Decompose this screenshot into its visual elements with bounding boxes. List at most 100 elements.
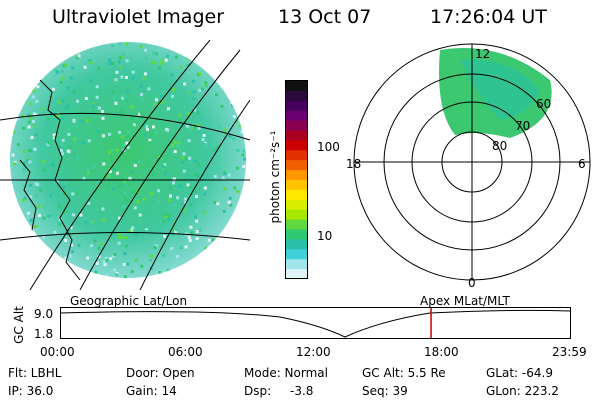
image-pixel (16, 117, 20, 121)
image-pixel (188, 239, 192, 242)
image-pixel (189, 225, 193, 229)
image-pixel (131, 169, 134, 173)
image-pixel (60, 142, 64, 146)
image-pixel (118, 130, 121, 134)
image-pixel (142, 123, 146, 127)
image-pixel (97, 106, 101, 110)
image-pixel (193, 108, 197, 112)
image-pixel (163, 163, 167, 166)
image-pixel (38, 213, 41, 217)
image-pixel (226, 275, 230, 278)
image-pixel (44, 42, 48, 44)
image-pixel (4, 230, 7, 233)
image-pixel (1, 90, 4, 93)
image-pixel (22, 58, 26, 62)
image-pixel (86, 168, 90, 172)
image-pixel (108, 280, 111, 283)
image-pixel (182, 222, 186, 226)
image-pixel (31, 54, 35, 58)
image-pixel (5, 282, 8, 285)
image-pixel (213, 257, 217, 261)
image-pixel (170, 46, 174, 50)
image-pixel (118, 42, 122, 46)
image-pixel (120, 135, 124, 139)
image-pixel (27, 125, 31, 129)
image-pixel (73, 137, 77, 141)
image-pixel (159, 62, 163, 66)
image-pixel (115, 148, 119, 152)
image-pixel (176, 255, 180, 258)
image-pixel (177, 141, 181, 145)
image-pixel (41, 47, 45, 51)
image-pixel (174, 281, 177, 284)
image-pixel (122, 143, 126, 147)
image-pixel (102, 70, 106, 74)
image-pixel (24, 231, 28, 235)
image-pixel (236, 166, 239, 170)
image-pixel (115, 273, 119, 277)
image-pixel (81, 46, 85, 50)
image-pixel (111, 284, 114, 287)
image-pixel (204, 81, 208, 85)
image-pixel (29, 149, 33, 153)
image-pixel (92, 104, 96, 108)
image-pixel (212, 61, 216, 65)
image-pixel (90, 220, 94, 224)
image-pixel (10, 48, 13, 52)
image-pixel (201, 138, 205, 142)
image-pixel (187, 91, 190, 95)
image-pixel (66, 42, 70, 44)
image-pixel (60, 152, 64, 156)
image-pixel (32, 259, 36, 263)
image-pixel (239, 60, 243, 64)
image-pixel (245, 76, 246, 80)
image-pixel (154, 244, 158, 248)
image-pixel (210, 263, 214, 267)
image-pixel (112, 277, 116, 278)
image-pixel (112, 187, 116, 191)
info-dsp-value: -3.8 (290, 384, 314, 398)
image-pixel (76, 191, 80, 195)
image-pixel (61, 116, 65, 120)
image-pixel (233, 98, 237, 102)
image-pixel (213, 201, 217, 204)
image-pixel (191, 266, 194, 270)
image-pixel (198, 88, 202, 92)
image-pixel (26, 70, 30, 74)
image-pixel (75, 56, 79, 60)
image-pixel (28, 183, 32, 187)
image-pixel (31, 219, 35, 223)
image-pixel (215, 93, 218, 97)
image-pixel (150, 254, 153, 258)
image-pixel (29, 102, 33, 106)
image-pixel (41, 235, 45, 239)
image-pixel (228, 196, 232, 200)
image-pixel (139, 45, 143, 48)
image-pixel (126, 89, 130, 93)
image-pixel (164, 58, 168, 62)
image-pixel (174, 203, 178, 207)
colorbar-swatch (286, 90, 307, 102)
image-pixel (183, 82, 187, 86)
image-pixel (76, 156, 80, 160)
image-pixel (81, 140, 85, 144)
image-pixel (133, 206, 137, 210)
image-pixel (204, 247, 208, 251)
image-pixel (3, 234, 6, 237)
image-pixel (5, 124, 8, 127)
polar-label-70: 70 (515, 119, 530, 133)
image-pixel (213, 175, 217, 178)
image-pixel (69, 42, 73, 43)
image-pixel (41, 42, 45, 44)
info-door: Door: Open (126, 366, 195, 380)
image-pixel (125, 99, 129, 103)
image-pixel (167, 217, 171, 221)
orbit-x-tick-3: 18:00 (424, 345, 459, 359)
orbit-x-tick-0: 00:00 (40, 345, 75, 359)
image-pixel (160, 73, 164, 77)
image-pixel (126, 262, 130, 266)
image-pixel (188, 185, 192, 189)
image-pixel (244, 248, 246, 252)
image-pixel (115, 70, 119, 74)
image-pixel (36, 128, 40, 132)
